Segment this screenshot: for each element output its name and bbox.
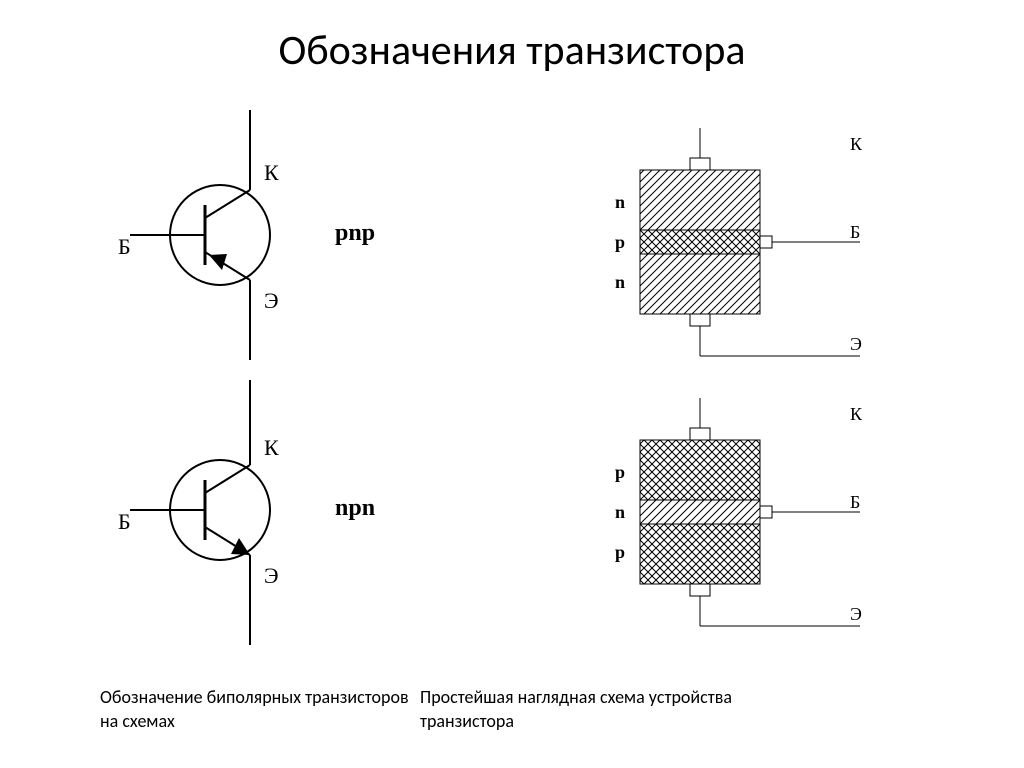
caption-left: Обозначение биполярных транзисторов на с… xyxy=(100,685,410,734)
pin-bot: Э xyxy=(850,334,862,354)
label-emitter: Э xyxy=(264,288,279,313)
schematic-column: К Б Э pnp К Б Э npn xyxy=(100,110,430,660)
type-label-npn: npn xyxy=(335,495,375,521)
label-emitter: Э xyxy=(264,563,279,588)
pin-top: К xyxy=(850,134,863,154)
layer-label-1: n xyxy=(615,502,625,522)
type-label-pnp: pnp xyxy=(335,220,375,246)
transistor-pnp-symbol: К Б Э pnp xyxy=(100,110,430,370)
label-base: Б xyxy=(118,234,131,259)
layer-label-0: n xyxy=(615,192,625,212)
pin-mid: Б xyxy=(850,222,860,242)
transistor-structure-npn: n p n К Б Э xyxy=(560,110,930,380)
pin-bot: Э xyxy=(850,604,862,624)
layer-label-2: n xyxy=(615,272,625,292)
transistor-npn-symbol: К Б Э npn xyxy=(100,370,430,650)
pin-mid: Б xyxy=(850,492,860,512)
label-collector: К xyxy=(264,160,279,185)
label-base: Б xyxy=(118,509,131,534)
structure-column: n p n К Б Э p n p К Б Э xyxy=(560,110,930,660)
layer-label-2: p xyxy=(615,542,625,562)
pin-top: К xyxy=(850,404,863,424)
layer-label-0: p xyxy=(615,462,625,482)
layer-label-1: p xyxy=(615,232,625,252)
page-title: Обозначения транзистора xyxy=(0,25,1024,76)
caption-right: Простейшая наглядная схема устройства тр… xyxy=(420,685,780,734)
transistor-structure-pnp: p n p К Б Э xyxy=(560,380,930,650)
label-collector: К xyxy=(264,435,279,460)
